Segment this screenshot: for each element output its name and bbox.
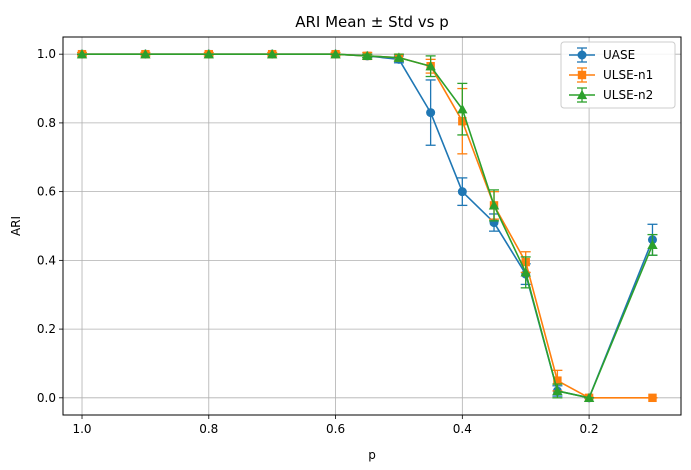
data-point — [457, 187, 467, 197]
series — [76, 48, 658, 403]
series-ulse-n2 — [76, 48, 658, 402]
x-tick-label: 0.4 — [453, 422, 472, 436]
legend-label: UASE — [603, 48, 635, 62]
legend-label: ULSE-n2 — [603, 88, 653, 102]
legend-label: ULSE-n1 — [603, 68, 653, 82]
legend-item: ULSE-n1 — [569, 67, 653, 83]
data-point — [330, 48, 341, 59]
y-tick-label: 0.4 — [37, 253, 56, 267]
x-tick-label: 0.8 — [199, 422, 218, 436]
legend-marker — [577, 50, 587, 60]
y-tick-label: 0.6 — [37, 185, 56, 199]
data-point — [488, 200, 500, 210]
data-point — [457, 103, 468, 114]
legend: UASE ULSE-n1 ULSE-n2 — [560, 41, 676, 109]
data-point — [425, 61, 436, 71]
plot-frame — [62, 36, 682, 416]
y-tick-label: 0.2 — [37, 322, 56, 336]
data-point — [552, 385, 563, 396]
data-point — [203, 48, 214, 59]
legend-marker — [576, 89, 588, 100]
data-point — [583, 392, 595, 402]
y-tick-label: 0.0 — [37, 391, 56, 405]
y-tick-label: 1.0 — [37, 47, 56, 61]
x-tick-label: 0.2 — [580, 422, 599, 436]
data-point — [520, 267, 531, 277]
data-point — [393, 52, 405, 62]
data-point — [140, 48, 151, 59]
legend-item: UASE — [569, 47, 635, 63]
series-line — [82, 53, 654, 399]
legend-box — [560, 41, 676, 109]
legend-marker — [577, 70, 587, 80]
data-point — [362, 50, 373, 61]
data-point — [266, 48, 278, 59]
y-axis-label: ARI — [9, 216, 23, 236]
data-point — [76, 48, 88, 59]
y-tick-label: 0.8 — [37, 116, 56, 130]
chart-title: ARI Mean ± Std vs p — [295, 13, 449, 31]
x-tick-label: 1.0 — [72, 422, 91, 436]
data-point — [553, 376, 562, 385]
data-point — [426, 108, 436, 118]
x-tick-label: 0.6 — [326, 422, 345, 436]
legend-item: ULSE-n2 — [569, 87, 653, 103]
x-axis-label: p — [368, 448, 376, 462]
axes: 1.0 0.8 0.6 0.4 0.2 0.0 0.2 0.4 0.6 0.8 1.0 — [37, 47, 599, 436]
data-point — [647, 239, 658, 250]
data-point — [648, 393, 657, 403]
